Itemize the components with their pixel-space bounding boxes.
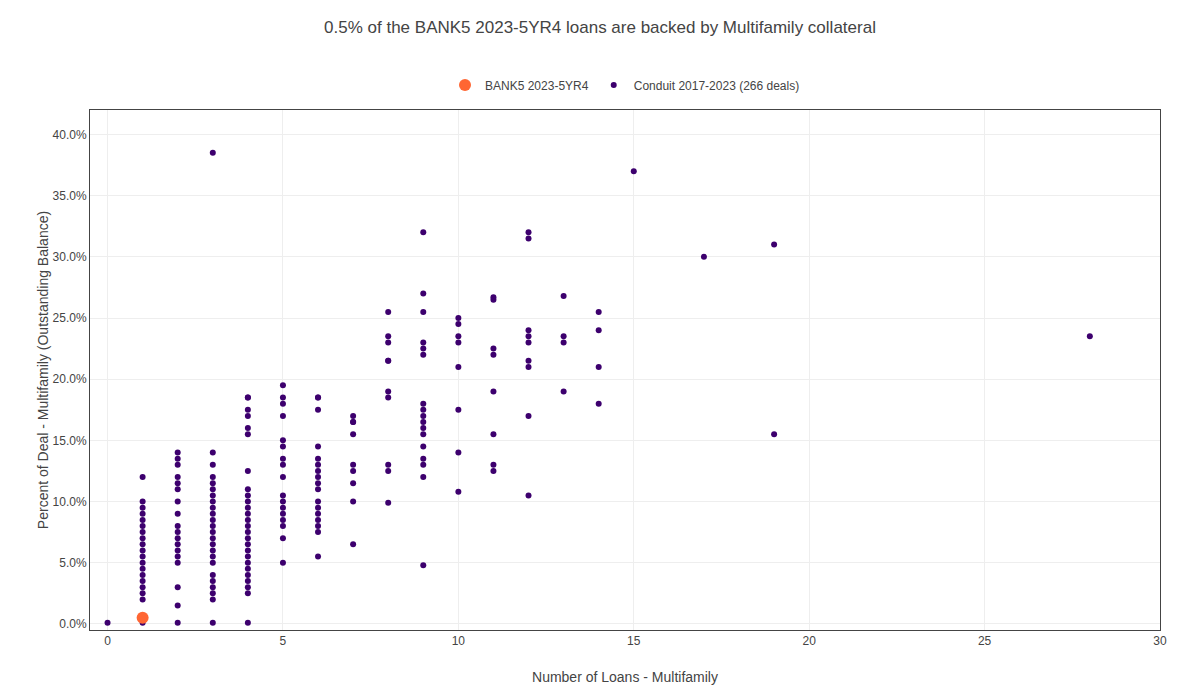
svg-text:Number of Loans - Multifamily: Number of Loans - Multifamily <box>532 669 718 685</box>
svg-text:25.0%: 25.0% <box>53 311 87 325</box>
svg-text:0.5% of the BANK5 2023-5YR4 lo: 0.5% of the BANK5 2023-5YR4 loans are ba… <box>324 18 876 37</box>
svg-text:BANK5 2023-5YR4: BANK5 2023-5YR4 <box>485 79 589 93</box>
svg-text:5.0%: 5.0% <box>59 556 87 570</box>
svg-text:30.0%: 30.0% <box>53 250 87 264</box>
svg-text:40.0%: 40.0% <box>53 128 87 142</box>
svg-text:20: 20 <box>803 634 817 648</box>
svg-text:5: 5 <box>280 634 287 648</box>
svg-text:35.0%: 35.0% <box>53 189 87 203</box>
svg-text:0.0%: 0.0% <box>59 617 87 631</box>
svg-text:15.0%: 15.0% <box>53 434 87 448</box>
svg-text:10: 10 <box>452 634 466 648</box>
svg-text:Percent of Deal - Multifamily: Percent of Deal - Multifamily (Outstandi… <box>35 211 51 529</box>
svg-text:Conduit 2017-2023 (266 deals): Conduit 2017-2023 (266 deals) <box>634 79 799 93</box>
svg-text:10.0%: 10.0% <box>53 495 87 509</box>
svg-text:30: 30 <box>1153 634 1167 648</box>
svg-text:20.0%: 20.0% <box>53 372 87 386</box>
svg-text:0: 0 <box>104 634 111 648</box>
svg-text:15: 15 <box>627 634 641 648</box>
svg-text:25: 25 <box>978 634 992 648</box>
